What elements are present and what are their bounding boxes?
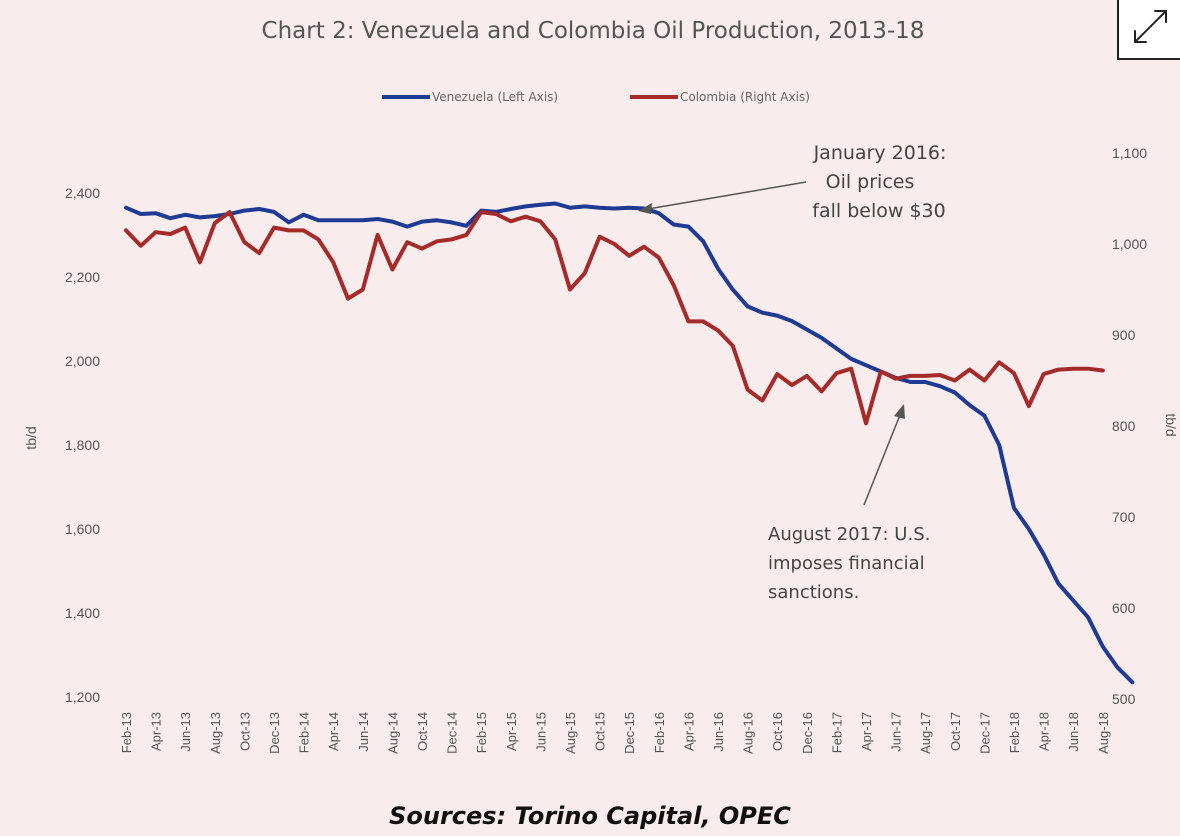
expand-button[interactable] [1117,0,1180,60]
x-tick-label: Dec-16 [800,712,815,754]
x-tick-label: Feb-18 [1007,712,1022,753]
x-tick-label: Oct-16 [770,712,785,751]
x-tick-label: Feb-15 [474,712,489,753]
x-tick-label: Apr-14 [326,712,341,751]
annotation-jan2016-arrowhead [638,203,652,214]
x-tick-label: Dec-15 [622,712,637,754]
x-tick-label: Jun-15 [533,712,548,752]
x-tick-label: Aug-15 [563,712,578,754]
annotation-aug2017-text: August 2017: U.S. [768,524,930,545]
left-tick-label: 2,400 [65,185,100,201]
right-axis-label: tb/d [1163,413,1179,436]
right-tick-label: 1,100 [1112,145,1147,161]
left-tick-label: 2,000 [65,353,100,369]
annotation-aug2017-arrowhead [894,404,905,419]
expand-icon [1134,10,1167,43]
x-tick-label: Dec-13 [267,712,282,754]
x-tick-label: Feb-14 [297,712,312,753]
x-tick-label: Jun-18 [1066,712,1081,752]
x-axis: Feb-13 Apr-13 Jun-13 Aug-13 Oct-13 Dec-13 Feb-… [119,712,1111,754]
right-tick-label: 800 [1112,418,1136,434]
x-tick-label: Feb-13 [119,712,134,753]
source-caption: Sources: Torino Capital, OPEC [389,802,791,830]
series-layer [124,201,1135,685]
x-tick-label: Apr-15 [504,712,519,751]
x-tick-label: Aug-17 [918,712,933,754]
x-tick-label: Oct-15 [593,712,608,751]
x-tick-label: Jun-14 [356,712,371,752]
annotation-jan2016-arrow [647,181,807,210]
x-tick-label: Dec-17 [977,712,992,754]
series-line-venezuela [124,201,1135,685]
x-tick-label: Feb-16 [652,712,667,753]
legend-label: Colombia (Right Axis) [680,90,810,104]
x-tick-label: Aug-16 [741,712,756,754]
annotations: January 2016: Oil prices fall below $30 Aug… [638,142,946,603]
right-tick-label: 900 [1112,327,1136,343]
x-tick-label: Jun-13 [178,712,193,752]
x-tick-label: Oct-13 [237,712,252,751]
annotation-jan2016-text: fall below $30 [812,200,945,222]
left-axis-label: tb/d [23,426,39,449]
x-tick-label: Apr-18 [1037,712,1052,751]
x-tick-label: Aug-18 [1096,712,1111,754]
chart-title: Chart 2: Venezuela and Colombia Oil Prod… [262,18,925,44]
x-tick-label: Jun-17 [889,712,904,752]
annotation-aug2017-text: imposes financial [768,553,925,574]
x-tick-label: Aug-13 [208,712,223,754]
x-tick-label: Apr-16 [681,712,696,751]
left-tick-label: 1,400 [65,605,100,621]
x-tick-label: Oct-14 [415,712,430,751]
x-tick-label: Dec-14 [445,712,460,754]
annotation-jan2016-text: January 2016: [813,142,947,164]
x-tick-label: Oct-17 [948,712,963,751]
right-tick-label: 1,000 [1112,236,1147,252]
x-tick-label: Aug-14 [385,712,400,754]
annotation-aug2017-text: sanctions. [768,582,859,603]
x-tick-label: Apr-13 [149,712,164,751]
left-tick-label: 1,800 [65,437,100,453]
legend-label: Venezuela (Left Axis) [432,90,558,104]
left-tick-label: 1,600 [65,521,100,537]
right-tick-label: 700 [1112,509,1136,525]
x-tick-label: Jun-16 [711,712,726,752]
annotation-aug2017-arrow [863,414,901,506]
left-axis: 1,200 1,400 1,600 1,800 2,000 2,200 2,400 tb/d [23,185,100,705]
x-tick-label: Apr-17 [859,712,874,751]
right-tick-label: 500 [1112,691,1136,707]
left-tick-label: 2,200 [65,269,100,285]
right-axis: 500 600 700 800 900 1,000 1,100 tb/d [1112,145,1179,707]
legend: Venezuela (Left Axis) Colombia (Right Axi… [382,90,810,104]
x-tick-label: Feb-17 [829,712,844,753]
right-tick-label: 600 [1112,600,1136,616]
annotation-jan2016-text: Oil prices [826,171,915,193]
series-line-colombia [124,210,1105,426]
left-tick-label: 1,200 [65,689,100,705]
